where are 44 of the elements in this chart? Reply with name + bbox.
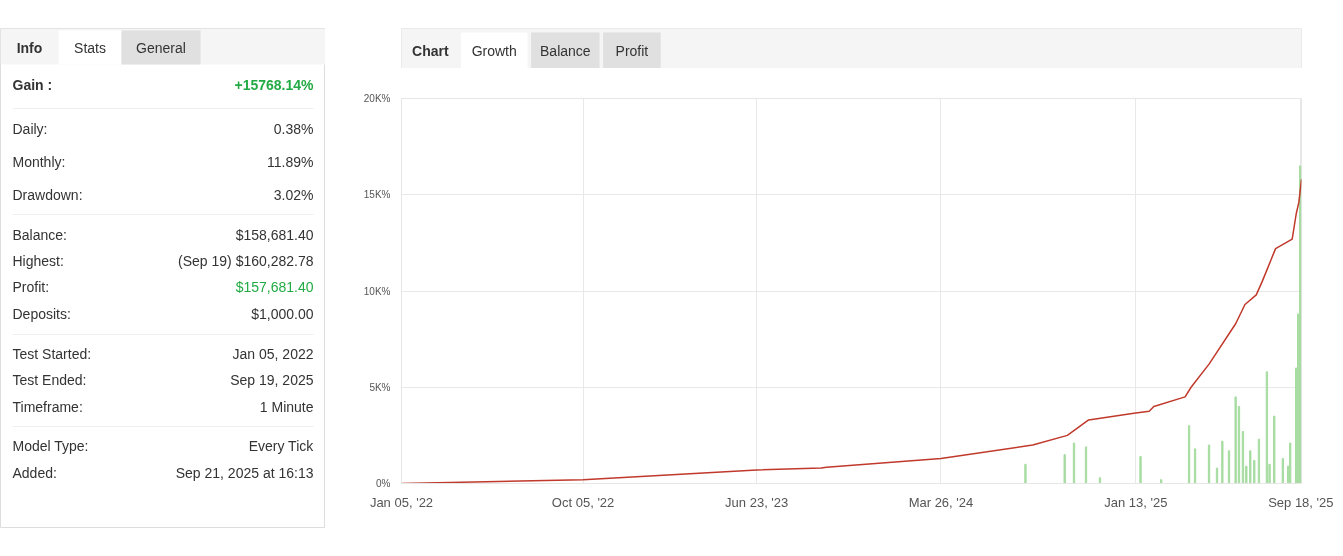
text: 1 Minute: [259, 398, 314, 415]
text: +15768.14%: [234, 76, 315, 93]
x-tick-label: Jan 13, '25: [1104, 494, 1168, 510]
text: Test Ended:: [12, 371, 87, 388]
text: Gain :: [12, 76, 53, 93]
text: Monthly:: [12, 153, 66, 170]
text: Sep 19, 2025: [230, 371, 314, 388]
text: Daily:: [12, 120, 48, 137]
text: Balance:: [12, 226, 67, 243]
text: $158,681.40: [235, 226, 314, 243]
text: Test Started:: [12, 345, 92, 362]
text: General: [136, 39, 186, 56]
text: Drawdown:: [12, 186, 83, 203]
text: Stats: [74, 39, 106, 56]
text: $1,000.00: [251, 305, 314, 322]
x-tick-label: Jan 05, '22: [369, 494, 434, 510]
text: Model Type:: [12, 437, 89, 454]
y-tick-label: 15K%: [363, 189, 391, 201]
text: Sep 21, 2025 at 16:13: [175, 464, 314, 481]
text: Info: [16, 39, 43, 56]
x-tick-label: Jun 23, '23: [725, 494, 789, 510]
text: Timeframe:: [12, 398, 83, 415]
x-tick-label: Sep 18, '25: [1268, 494, 1334, 510]
text: Every Tick: [248, 437, 315, 454]
x-tick-label: Mar 26, '24: [908, 494, 974, 510]
text: Balance: [540, 42, 591, 59]
text: Jan 05, 2022: [232, 345, 314, 362]
y-tick-label: 10K%: [363, 285, 391, 297]
text: Growth: [471, 42, 517, 59]
text: (Sep 19) $160,282.78: [178, 252, 314, 269]
text: Added:: [12, 464, 57, 481]
text: Profit:: [12, 278, 50, 295]
x-tick-label: Oct 05, '22: [551, 494, 615, 510]
y-tick-label: 5K%: [369, 381, 391, 393]
text: Deposits:: [12, 305, 71, 322]
text: Highest:: [12, 252, 64, 269]
text: 0.38%: [273, 120, 314, 137]
text: Chart: [412, 42, 449, 59]
text: Profit: [615, 42, 649, 59]
y-tick-label: 0%: [376, 478, 391, 489]
text: 3.02%: [273, 186, 314, 203]
text: 11.89%: [267, 153, 314, 170]
y-tick-label: 20K%: [363, 93, 391, 104]
text: $157,681.40: [235, 278, 314, 295]
